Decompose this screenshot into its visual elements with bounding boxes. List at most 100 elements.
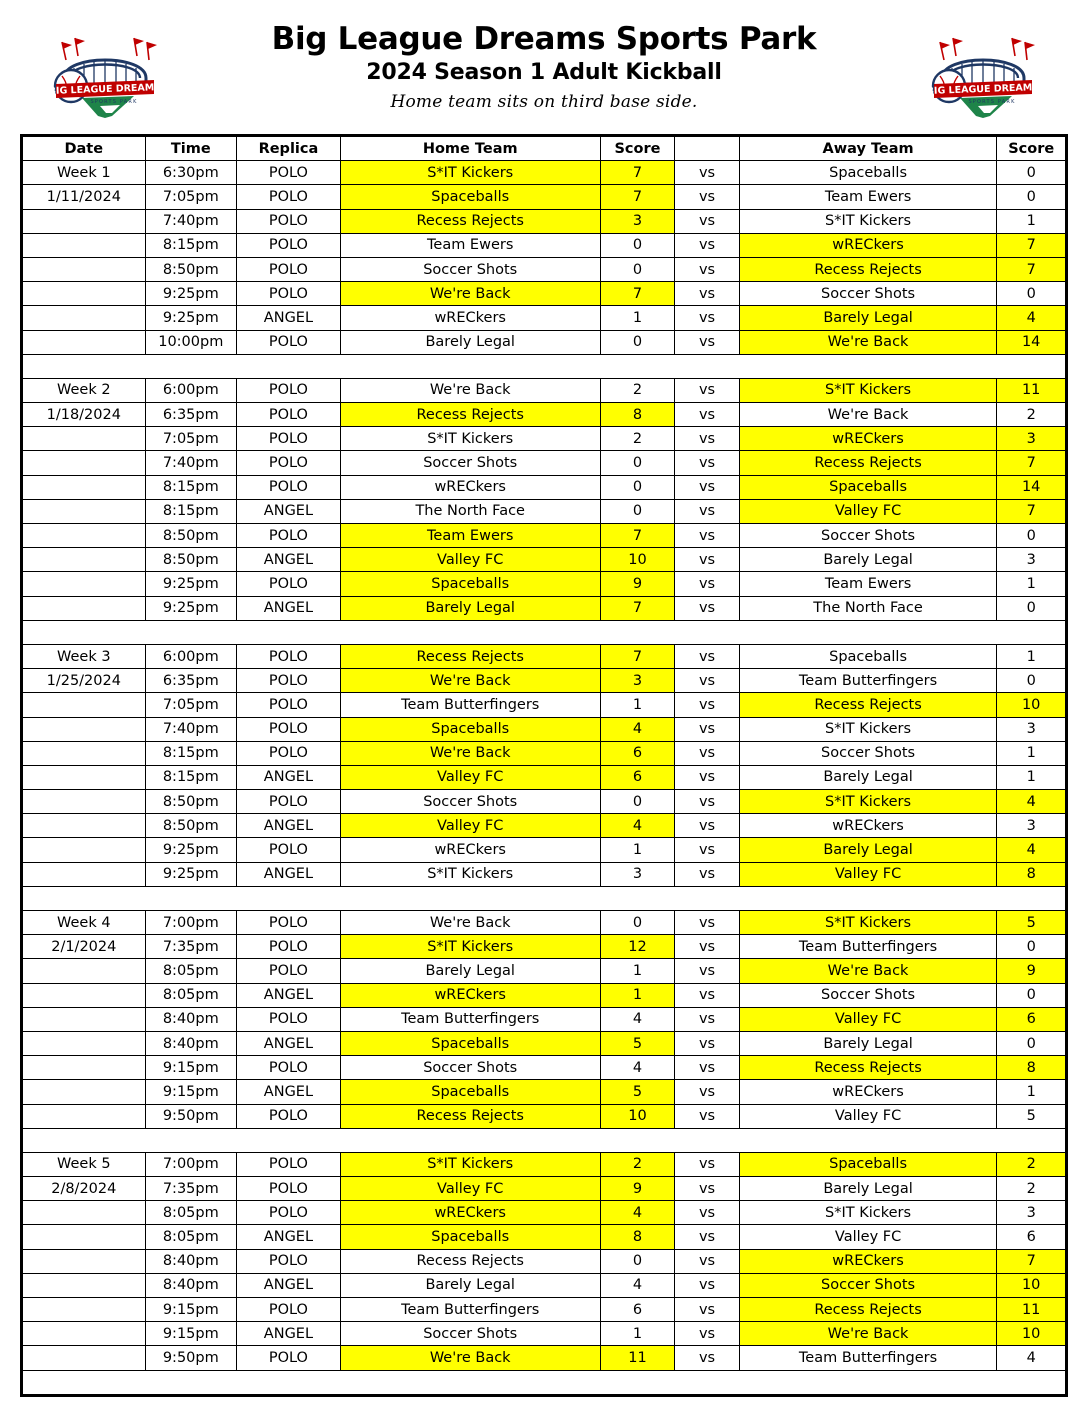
table-row: 1/18/2024 6:35pm POLO Recess Rejects 8 vs We'r… [22,402,1066,428]
home-team: Team Butterfingers [339,1296,601,1323]
vs-separator: vs [674,837,740,863]
vs-separator: vs [674,668,740,694]
replica-field: ANGEL [235,1321,341,1347]
away-score: 0 [996,281,1066,307]
away-team: Valley FC [738,1006,998,1032]
away-score: 2 [996,402,1066,428]
replica-field: ANGEL [235,982,341,1008]
home-team: Valley FC [339,764,601,791]
home-team: Valley FC [339,1176,601,1202]
home-score: 4 [599,813,676,839]
game-time: 10:00pm [144,329,237,355]
away-score: 1 [996,1079,1066,1105]
vs-separator: vs [674,1006,740,1032]
home-team: Soccer Shots [339,256,601,283]
date-cell-empty [22,498,146,525]
table-row: Week 3 6:00pm POLO Recess Rejects 7 vs Spaceba… [22,643,1066,670]
page-subtitle: 2024 Season 1 Adult Kickball [366,59,722,85]
vs-separator: vs [674,1224,740,1250]
replica-field: ANGEL [235,861,341,887]
away-team: Team Ewers [738,571,998,597]
home-team: wRECkers [339,474,601,500]
home-score: 5 [599,1079,676,1105]
home-team-note: Home team sits on third base side. [390,92,698,113]
table-row: 9:25pm ANGEL S*IT Kickers 3 vs Valley FC 8 [22,861,1066,887]
away-score: 0 [996,522,1066,549]
game-time: 7:00pm [144,1151,237,1178]
table-row: 8:05pm ANGEL wRECkers 1 vs Soccer Shots 0 [22,982,1066,1008]
replica-field: POLO [235,402,341,428]
replica-field: POLO [235,426,341,452]
table-row: Week 4 7:00pm POLO We're Back 0 vs S*IT Kicker… [22,909,1066,936]
vs-separator: vs [674,1200,740,1226]
away-team: Spaceballs [738,160,998,186]
vs-separator: vs [674,982,740,1008]
date-cell-empty [22,1030,146,1057]
replica-field: POLO [235,571,341,597]
game-time: 8:50pm [144,522,237,549]
away-score: 10 [996,1272,1066,1299]
date-cell-empty [22,281,146,307]
week-label: Week 4 [22,909,146,936]
home-team: Spaceballs [339,1030,601,1057]
away-score: 14 [996,474,1066,500]
game-time: 9:25pm [144,281,237,307]
vs-separator: vs [674,764,740,791]
table-row: 2/1/2024 7:35pm POLO S*IT Kickers 12 vs Team B… [22,934,1066,960]
game-time: 7:05pm [144,692,237,718]
home-score: 5 [599,1030,676,1057]
vs-separator: vs [674,740,740,766]
away-score: 8 [996,1055,1066,1081]
game-time: 9:25pm [144,595,237,621]
home-score: 0 [599,498,676,525]
home-team: Spaceballs [339,1079,601,1105]
home-score: 3 [599,208,676,234]
game-time: 6:35pm [144,668,237,694]
home-score: 3 [599,668,676,694]
vs-separator: vs [674,305,740,331]
replica-field: POLO [235,377,341,404]
away-team: Barely Legal [738,764,998,791]
game-time: 8:15pm [144,498,237,525]
date-cell-empty [22,426,146,452]
home-score: 1 [599,982,676,1008]
table-row: 8:40pm POLO Recess Rejects 0 vs wRECkers 7 [22,1248,1066,1274]
date-cell-empty [22,1321,146,1347]
game-time: 7:40pm [144,450,237,476]
home-team: wRECkers [339,1200,601,1226]
home-score: 7 [599,522,676,549]
vs-separator: vs [674,692,740,718]
away-team: Spaceballs [738,1151,998,1178]
date-cell-empty [22,958,146,984]
column-header-vs [674,135,740,162]
replica-field: POLO [235,329,341,355]
home-team: Barely Legal [339,595,601,621]
home-team: We're Back [339,377,601,404]
game-time: 6:00pm [144,643,237,670]
game-time: 8:05pm [144,982,237,1008]
game-time: 7:05pm [144,184,237,210]
vs-separator: vs [674,402,740,428]
home-score: 0 [599,232,676,258]
svg-text:SPORTS PARK: SPORTS PARK [90,99,137,105]
away-team: Soccer Shots [738,281,998,307]
game-time: 8:50pm [144,813,237,839]
home-team: We're Back [339,668,601,694]
week-date: 2/8/2024 [22,1176,146,1202]
away-team: Valley FC [738,861,998,887]
document-header: BIG LEAGUE DREAMS SPORTS PARK Big League… [0,0,1088,120]
home-team: Barely Legal [339,329,601,355]
date-cell-empty [22,692,146,718]
home-team: Spaceballs [339,716,601,742]
away-score: 1 [996,571,1066,597]
home-score: 10 [599,1103,676,1129]
game-time: 9:25pm [144,571,237,597]
home-team: Recess Rejects [339,1103,601,1129]
home-score: 10 [599,547,676,573]
home-team: We're Back [339,909,601,936]
replica-field: POLO [235,208,341,234]
home-score: 7 [599,281,676,307]
home-score: 7 [599,595,676,621]
vs-separator: vs [674,256,740,283]
